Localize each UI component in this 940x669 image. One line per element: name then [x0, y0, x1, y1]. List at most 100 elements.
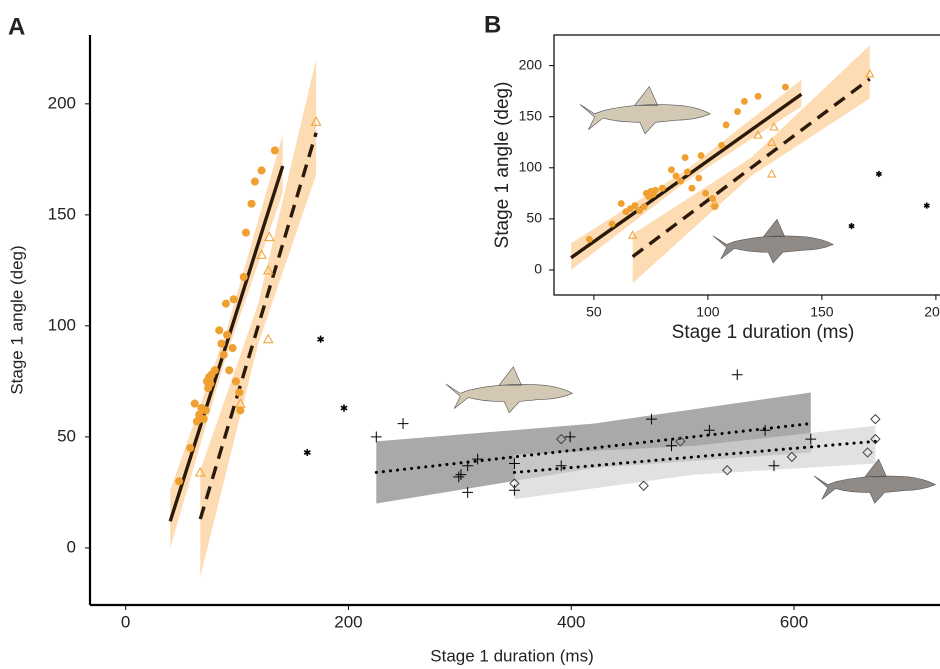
point: [636, 207, 643, 215]
y-tick-label: 0: [534, 261, 542, 277]
point: [270, 146, 279, 155]
main-panel: 0 200 400 600 0 50 100 150 200 Stage 1 duration (…: [7, 13, 940, 665]
point: [241, 228, 251, 237]
point: [753, 130, 763, 139]
y-tick-label: 100: [48, 315, 76, 334]
point: [870, 413, 881, 425]
point: [455, 469, 467, 481]
regression-line: [374, 422, 813, 474]
point: [786, 451, 798, 463]
point: [221, 299, 230, 308]
x-tick-label: 600: [780, 612, 808, 631]
point: [509, 478, 520, 489]
point: [672, 172, 680, 180]
point: [509, 458, 520, 469]
panel-label: A: [8, 13, 25, 40]
x-axis-title: Stage 1 duration (ms): [430, 646, 593, 665]
panel-label: B: [484, 11, 501, 38]
point: [768, 460, 780, 472]
regression-line: [198, 132, 318, 520]
point: [509, 484, 520, 496]
point: [219, 350, 228, 359]
point: [199, 415, 208, 424]
point: [229, 295, 238, 304]
point: [875, 170, 882, 177]
x-tick-label: 100: [696, 304, 720, 320]
point: [608, 220, 616, 228]
point: [631, 202, 639, 210]
x-axis-title: Stage 1 duration (ms): [672, 322, 855, 343]
point: [767, 169, 777, 178]
y-axis-title: Stage 1 angle (deg): [492, 82, 513, 249]
point: [472, 453, 484, 465]
point: [340, 404, 348, 412]
point: [235, 398, 246, 408]
y-axis-title: Stage 1 angle (deg): [7, 245, 26, 394]
point: [759, 424, 771, 436]
point: [250, 177, 259, 186]
point: [257, 166, 266, 175]
point: [206, 379, 215, 388]
point: [710, 198, 720, 208]
point: [722, 121, 730, 129]
point: [722, 465, 733, 476]
point: [564, 431, 576, 443]
point: [256, 249, 267, 259]
point: [652, 186, 659, 194]
point: [262, 264, 274, 275]
point: [697, 152, 705, 159]
x-tick-label: 200: [334, 612, 362, 631]
point: [192, 417, 201, 426]
point: [247, 199, 256, 208]
x-tick-label: 50: [586, 304, 602, 320]
point: [702, 189, 710, 197]
point: [303, 448, 311, 457]
point: [666, 440, 677, 452]
point: [740, 97, 748, 105]
point: [640, 203, 648, 211]
point: [627, 230, 638, 239]
point: [688, 184, 696, 192]
point: [703, 424, 715, 436]
point: [870, 433, 881, 445]
point: [658, 184, 666, 192]
inset-frame: [553, 34, 940, 296]
point: [617, 200, 625, 208]
point: [769, 122, 779, 131]
point: [236, 406, 245, 415]
point: [453, 471, 465, 483]
y-tick-label: 50: [57, 426, 76, 445]
confidence-band: [514, 425, 876, 500]
y-tick-label: 50: [526, 210, 542, 226]
point: [638, 480, 649, 491]
point: [556, 433, 567, 445]
point: [585, 235, 593, 243]
point: [695, 174, 703, 182]
shark-illustration: [445, 366, 573, 414]
point: [683, 168, 691, 176]
y-tick-label: 0: [67, 537, 76, 556]
regression-line: [631, 77, 871, 259]
point: [217, 339, 226, 348]
point: [186, 443, 195, 453]
point: [667, 166, 675, 174]
point: [865, 68, 875, 78]
point: [646, 413, 657, 425]
point: [190, 399, 199, 408]
y-tick-label: 100: [519, 159, 543, 175]
point: [397, 418, 409, 429]
point: [317, 335, 325, 343]
point: [194, 466, 206, 477]
point: [805, 433, 817, 445]
y-tick-label: 200: [519, 56, 543, 72]
point: [462, 460, 474, 472]
point: [201, 406, 210, 415]
point: [228, 344, 237, 353]
point: [781, 83, 789, 91]
point: [222, 330, 232, 339]
point: [462, 487, 474, 498]
x-tick-label: 400: [557, 612, 585, 631]
y-tick-label: 150: [519, 107, 543, 123]
y-tick-label: 200: [48, 93, 76, 112]
